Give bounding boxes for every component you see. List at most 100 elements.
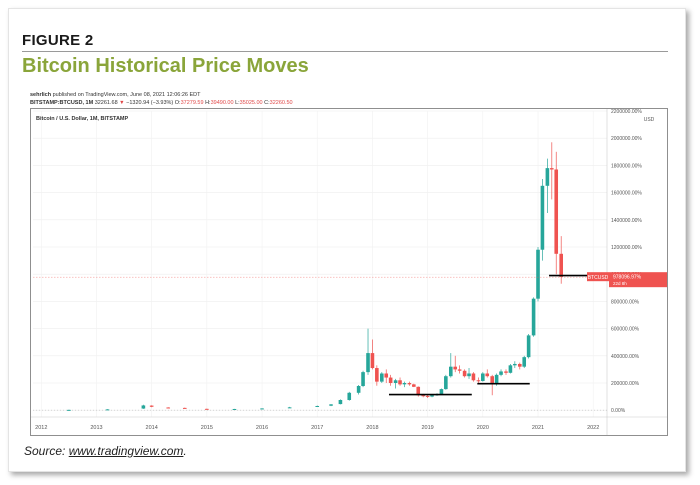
close-value: 32260.50 xyxy=(269,100,293,106)
candle-body xyxy=(425,395,430,397)
x-tick-label: 2020 xyxy=(477,425,489,431)
candle-body xyxy=(105,409,110,411)
candle-body xyxy=(476,380,481,382)
candle-body xyxy=(531,298,536,336)
candle-body xyxy=(166,407,171,409)
candle-body xyxy=(232,408,237,410)
y-tick-label: 200000.00% xyxy=(611,381,640,387)
candle-body xyxy=(260,408,264,410)
candle-body xyxy=(494,374,499,385)
candle-body xyxy=(412,384,416,387)
candle-body xyxy=(430,395,434,397)
high-value: 39490.00 xyxy=(210,100,234,106)
figure-title: Bitcoin Historical Price Moves xyxy=(22,55,309,77)
candle-body xyxy=(315,405,320,407)
candle-body xyxy=(338,400,343,405)
candle-body xyxy=(513,363,517,366)
candle-body xyxy=(462,370,467,377)
source-prefix: Source: xyxy=(24,444,66,458)
x-tick-label: 2017 xyxy=(311,425,323,431)
candle-body xyxy=(485,373,490,377)
candle-body xyxy=(508,365,513,373)
candle-body xyxy=(467,373,471,377)
candle-body xyxy=(526,335,531,358)
y-tick-label: 1600000.00% xyxy=(611,191,642,197)
candle-body xyxy=(402,383,407,385)
figure-divider xyxy=(22,51,668,52)
candle-body xyxy=(287,407,292,409)
candle-body xyxy=(388,377,393,383)
candle-body xyxy=(329,404,333,406)
candle-body xyxy=(559,253,563,277)
source-link[interactable]: www.tradingview.com xyxy=(68,444,184,458)
x-tick-label: 2022 xyxy=(587,425,599,431)
open-label: O: xyxy=(174,100,181,106)
candle-body xyxy=(499,371,503,375)
x-tick-label: 2015 xyxy=(201,425,213,431)
candle-body xyxy=(453,366,458,370)
low-value: 35025.00 xyxy=(239,100,263,106)
chart-title: Bitcoin / U.S. Dollar, 1M, BITSTAMP xyxy=(36,116,129,122)
candle-body xyxy=(550,168,554,170)
y-tick-label: 1800000.00% xyxy=(611,163,642,169)
y-tick-label: 1400000.00% xyxy=(611,218,642,224)
candle-body xyxy=(540,185,545,250)
y-tick-label: 1200000.00% xyxy=(611,245,642,251)
symbol-tag-label: BTCUSD xyxy=(588,275,609,281)
last-price: 32261.68 xyxy=(94,100,118,106)
candle-body xyxy=(449,366,453,377)
candle-body xyxy=(545,168,550,186)
y-tick-label: 2200000.00% xyxy=(611,109,642,115)
price-change: −1320.94 (−3.93%) xyxy=(126,100,174,106)
candle-body xyxy=(361,372,365,386)
x-tick-label: 2018 xyxy=(366,425,378,431)
author-name: sehrlich xyxy=(30,92,52,98)
y-tick-label: 2000000.00% xyxy=(611,136,642,142)
candle-body xyxy=(393,380,398,383)
chart-area: Bitcoin / U.S. Dollar, 1M, BITSTAMP USD 22… xyxy=(30,108,668,436)
candle-body xyxy=(375,368,379,382)
high-label: H: xyxy=(205,100,211,106)
candle-body xyxy=(141,405,146,409)
x-tick-label: 2019 xyxy=(422,425,434,431)
low-label: L: xyxy=(235,100,240,106)
change-arrow-icon: ▼ xyxy=(119,100,125,106)
candle-body xyxy=(205,408,209,410)
figure-label: FIGURE 2 xyxy=(22,32,94,49)
candle-body xyxy=(67,409,71,411)
candle-body xyxy=(517,363,522,367)
x-tick-label: 2012 xyxy=(35,425,47,431)
candle-body xyxy=(356,385,361,393)
x-tick-label: 2021 xyxy=(532,425,544,431)
price-tag xyxy=(609,272,667,288)
publish-info: sehrlich published on TradingView.com, J… xyxy=(30,92,201,98)
candlestick-chart: Bitcoin / U.S. Dollar, 1M, BITSTAMP USD22… xyxy=(31,109,667,435)
candle-body xyxy=(421,395,426,397)
source-suffix: . xyxy=(183,444,187,458)
symbol-name: BITSTAMP:BTCUSD, 1M xyxy=(30,100,94,106)
candle-body xyxy=(366,353,370,373)
x-tick-label: 2014 xyxy=(146,425,158,431)
candle-body xyxy=(536,249,540,299)
candle-body xyxy=(149,405,154,407)
candle-body xyxy=(457,369,462,371)
y-tick-label: 400000.00% xyxy=(611,354,640,360)
candle-body xyxy=(384,373,389,378)
symbol-tag xyxy=(587,272,609,282)
y-tick-label: 600000.00% xyxy=(611,327,640,333)
price-tag-countdown: 22d 8h xyxy=(613,281,627,286)
figure-frame xyxy=(8,8,686,472)
source-note: Source: www.tradingview.com. xyxy=(24,444,187,458)
candle-body xyxy=(347,392,352,400)
price-tag-value: 978096.97% xyxy=(613,275,642,281)
symbol-info: BITSTAMP:BTCUSD, 1M 32261.68 ▼ −1320.94 … xyxy=(30,100,293,106)
y-tick-label: 800000.00% xyxy=(611,299,640,305)
candle-body xyxy=(380,373,384,382)
currency-label: USD xyxy=(644,117,655,123)
candle-body xyxy=(370,353,375,369)
candle-body xyxy=(522,357,527,367)
y-tick-label: 0.00% xyxy=(611,408,626,414)
x-tick-label: 2013 xyxy=(90,425,102,431)
candle-body xyxy=(182,407,187,409)
candle-body xyxy=(439,389,444,395)
